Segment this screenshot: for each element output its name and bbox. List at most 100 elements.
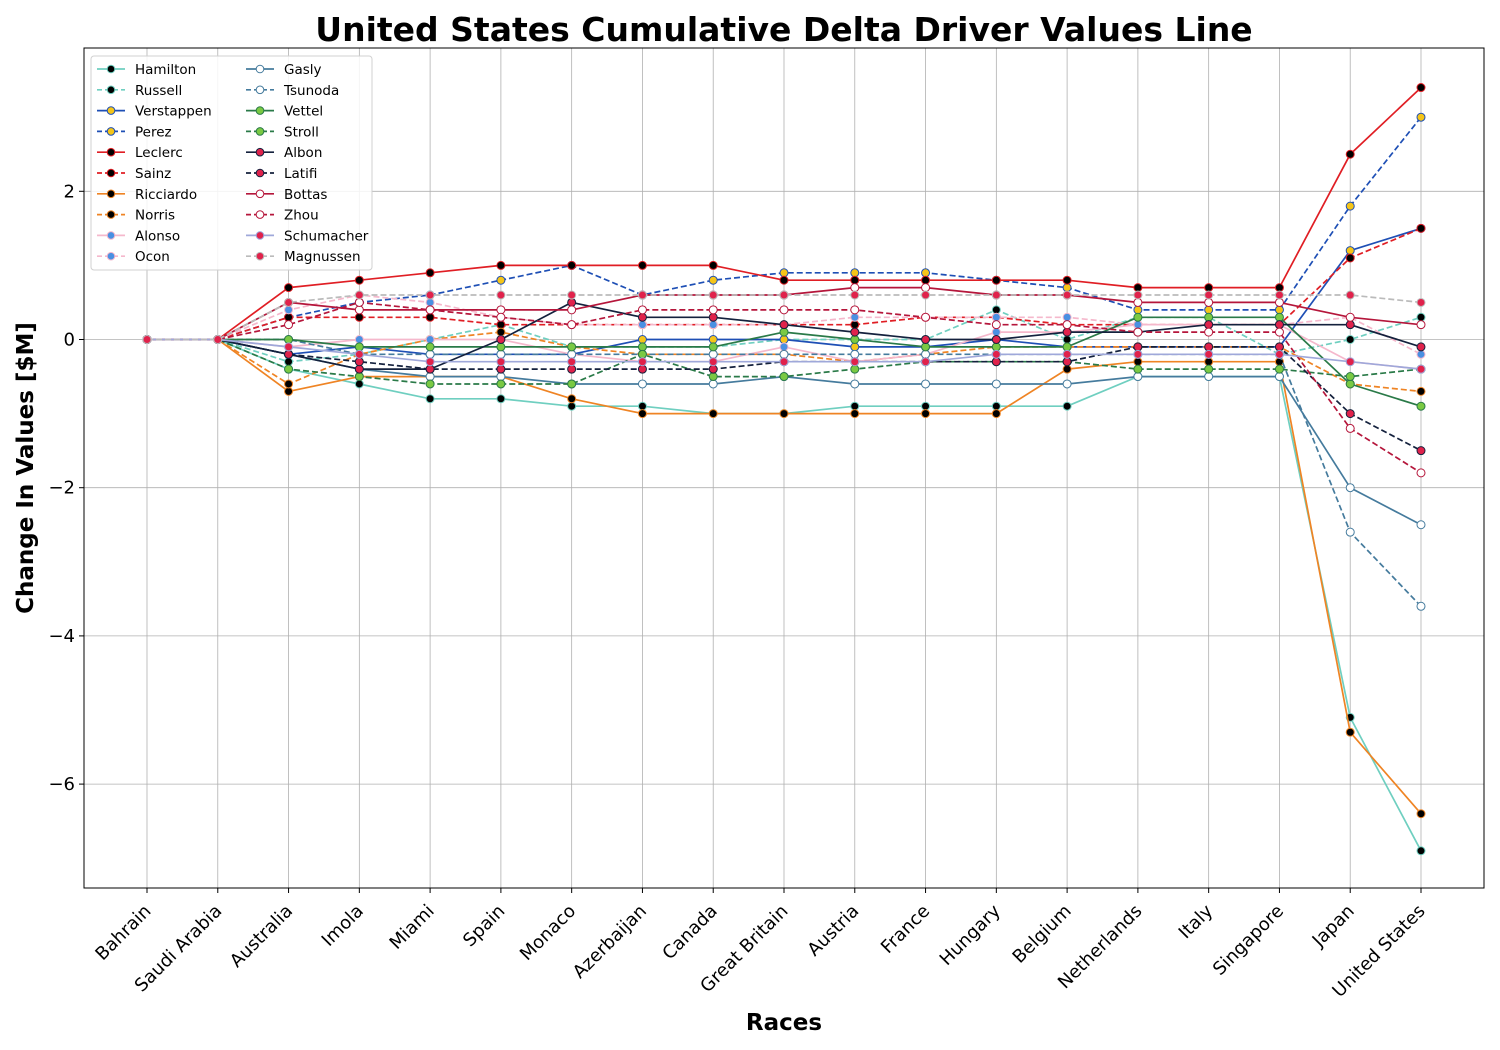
data-point	[1416, 312, 1426, 322]
data-point	[921, 349, 931, 359]
data-point	[1345, 372, 1355, 382]
data-point	[1062, 379, 1072, 389]
data-point	[284, 364, 294, 374]
data-point	[850, 335, 860, 344]
data-point	[991, 320, 1001, 330]
legend-item-russell: Russell	[97, 83, 182, 99]
data-point	[1345, 246, 1355, 256]
data-point	[1345, 201, 1355, 211]
data-point	[1204, 290, 1214, 300]
data-point	[1274, 320, 1284, 330]
data-point	[496, 312, 506, 322]
data-point	[1133, 320, 1143, 330]
legend-marker	[255, 189, 265, 199]
legend-marker	[255, 85, 265, 95]
data-point	[779, 290, 789, 300]
series-leclerc	[142, 83, 1426, 344]
data-point	[354, 372, 364, 382]
legend-label: Magnussen	[284, 249, 361, 265]
legend-item-latifi: Latifi	[246, 166, 317, 182]
data-point	[850, 275, 860, 285]
x-tick-label: Monaco	[516, 901, 580, 965]
legend-marker	[106, 64, 116, 74]
data-point	[1204, 283, 1214, 293]
data-point	[921, 268, 931, 278]
data-point	[496, 275, 506, 285]
data-point	[354, 290, 364, 300]
x-axis-label: Races	[746, 1010, 822, 1036]
data-point	[354, 357, 364, 367]
data-point	[284, 357, 294, 367]
data-point	[779, 349, 789, 359]
data-point	[637, 320, 647, 330]
data-point	[496, 305, 506, 315]
data-point	[496, 342, 506, 352]
legend-label: Perez	[135, 124, 172, 140]
data-point	[567, 364, 577, 374]
data-point	[708, 409, 718, 419]
legend-marker	[106, 251, 116, 261]
x-tick-label: Hungary	[936, 900, 1005, 969]
legend-item-vettel: Vettel	[246, 104, 323, 120]
data-point	[779, 357, 789, 367]
data-point	[921, 379, 931, 389]
data-point	[708, 305, 718, 315]
data-point	[354, 349, 364, 359]
data-point	[779, 342, 789, 352]
legend-label: Tsunoda	[283, 83, 339, 99]
data-point	[496, 335, 506, 344]
data-point	[496, 372, 506, 382]
data-point	[1274, 364, 1284, 374]
series-vettel	[142, 312, 1426, 411]
series-schumacher	[142, 335, 1426, 374]
data-point	[779, 305, 789, 315]
legend-label: Alonso	[135, 228, 180, 244]
data-point	[1345, 335, 1355, 344]
data-point	[921, 409, 931, 419]
data-point	[850, 342, 860, 352]
data-point	[567, 297, 577, 307]
data-point	[1345, 423, 1355, 433]
data-point	[708, 357, 718, 367]
legend-marker	[106, 106, 116, 115]
data-point	[1416, 364, 1426, 374]
legend-item-leclerc: Leclerc	[97, 145, 183, 161]
data-point	[850, 312, 860, 322]
data-point	[1274, 349, 1284, 359]
data-point	[708, 349, 718, 359]
data-point	[637, 364, 647, 374]
legend-item-perez: Perez	[97, 124, 172, 140]
data-point	[1345, 290, 1355, 300]
data-point	[1345, 312, 1355, 322]
data-point	[1062, 357, 1072, 367]
y-tick-label: −4	[48, 626, 75, 647]
data-point	[425, 379, 435, 389]
data-point	[567, 290, 577, 300]
data-point	[1416, 83, 1426, 93]
data-point	[354, 275, 364, 285]
data-point	[284, 320, 294, 330]
x-tick-label: Spain	[459, 901, 509, 951]
data-point	[637, 379, 647, 389]
data-point	[425, 349, 435, 359]
data-point	[850, 290, 860, 300]
legend-label: Leclerc	[135, 145, 183, 161]
data-point	[496, 357, 506, 367]
x-tick-label: Belgium	[1009, 901, 1076, 968]
data-point	[991, 312, 1001, 322]
data-point	[637, 312, 647, 322]
data-point	[850, 320, 860, 330]
y-tick-label: −6	[48, 774, 75, 795]
data-point	[779, 320, 789, 330]
data-point	[1204, 305, 1214, 315]
data-point	[1062, 364, 1072, 374]
data-point	[991, 401, 1001, 411]
data-point	[708, 290, 718, 300]
data-point	[921, 283, 931, 293]
data-point	[1274, 327, 1284, 337]
data-point	[1062, 320, 1072, 330]
data-point	[496, 394, 506, 404]
data-point	[567, 305, 577, 315]
data-point	[1416, 809, 1426, 819]
data-point	[921, 335, 931, 344]
